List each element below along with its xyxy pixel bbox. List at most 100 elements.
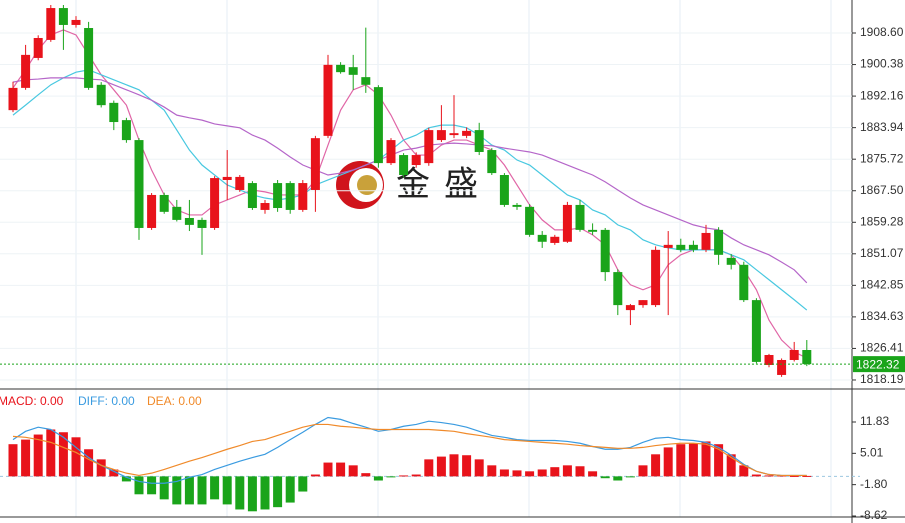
ma-line bbox=[12, 29, 808, 359]
candle-body bbox=[184, 217, 194, 225]
y-tick-label: 1883.94 bbox=[860, 120, 904, 134]
candle-body bbox=[172, 206, 182, 220]
macd-bar bbox=[512, 470, 522, 477]
last-price-label: 1822.32 bbox=[856, 357, 900, 371]
candle-body bbox=[235, 176, 245, 190]
y-tick-label: -1.80 bbox=[860, 477, 888, 491]
candle-body bbox=[638, 300, 648, 306]
candle-body bbox=[651, 249, 661, 306]
candle-body bbox=[663, 244, 673, 248]
macd-bar bbox=[285, 476, 295, 503]
macd-bar bbox=[588, 471, 598, 477]
candle-body bbox=[739, 264, 749, 301]
macd-bar bbox=[651, 454, 661, 477]
macd-bar bbox=[600, 476, 610, 479]
candle-body bbox=[789, 350, 799, 360]
candle-body bbox=[701, 232, 711, 250]
macd-bar bbox=[71, 437, 81, 477]
candle-body bbox=[260, 203, 270, 210]
macd-bar bbox=[134, 476, 144, 495]
macd-bar bbox=[260, 476, 270, 510]
candle-body bbox=[222, 176, 232, 180]
candle-body bbox=[386, 140, 396, 164]
macd-bar bbox=[449, 454, 459, 477]
macd-bar bbox=[323, 462, 333, 477]
macd-bar bbox=[499, 469, 509, 477]
macd-bar bbox=[121, 476, 131, 482]
candle-body bbox=[600, 229, 610, 273]
macd-bar bbox=[462, 455, 472, 477]
macd-bar bbox=[386, 476, 396, 478]
macd-bar bbox=[562, 465, 572, 477]
candle-body bbox=[575, 204, 585, 230]
macd-bar bbox=[109, 469, 119, 477]
candle-body bbox=[134, 140, 144, 228]
candle-body bbox=[348, 67, 358, 75]
macd-bar bbox=[147, 476, 157, 495]
candle-body bbox=[197, 219, 207, 228]
macd-bar bbox=[361, 473, 371, 477]
candle-body bbox=[436, 130, 446, 141]
macd-bar bbox=[525, 471, 535, 477]
macd-bar bbox=[172, 476, 182, 505]
candle-body bbox=[802, 350, 812, 365]
candle-body bbox=[159, 194, 169, 212]
legend-entry: DEA: 0.00 bbox=[147, 394, 202, 408]
watermark: 金盛 bbox=[396, 165, 492, 205]
y-tick-label: 1859.28 bbox=[860, 214, 904, 228]
candle-body bbox=[688, 244, 698, 250]
y-tick-label: 1875.72 bbox=[860, 151, 904, 165]
candle-body bbox=[424, 130, 434, 164]
macd-bar bbox=[46, 429, 56, 477]
macd-bar bbox=[159, 476, 169, 500]
ma-line bbox=[12, 77, 808, 284]
macd-bar bbox=[550, 467, 560, 477]
macd-bar bbox=[638, 465, 648, 477]
candle-body bbox=[588, 229, 598, 232]
y-tick-label: 1834.63 bbox=[860, 309, 904, 323]
y-tick-label: -8.62 bbox=[860, 508, 888, 522]
macd-bar bbox=[474, 459, 484, 477]
macd-bar bbox=[222, 476, 232, 505]
y-tick-label: 1842.85 bbox=[860, 278, 904, 292]
macd-bar bbox=[21, 439, 31, 477]
macd-bar bbox=[764, 475, 774, 477]
macd-bar bbox=[184, 476, 194, 505]
macd-bar bbox=[348, 465, 358, 477]
macd-bar bbox=[424, 459, 434, 477]
macd-bar bbox=[197, 476, 207, 505]
candle-body bbox=[449, 133, 459, 136]
candle-body bbox=[84, 28, 94, 88]
candle-body bbox=[33, 37, 43, 58]
y-tick-label: 5.01 bbox=[860, 446, 884, 460]
macd-bar bbox=[436, 456, 446, 477]
dea-line bbox=[12, 423, 807, 477]
y-tick-label: 1867.50 bbox=[860, 183, 904, 197]
candle-body bbox=[676, 244, 686, 250]
ma-line bbox=[12, 69, 808, 311]
macd-bar bbox=[373, 476, 383, 481]
legend-entry: DIFF: 0.00 bbox=[78, 394, 135, 408]
candle-body bbox=[58, 8, 68, 25]
candle-body bbox=[714, 229, 724, 255]
macd-bar bbox=[688, 443, 698, 477]
macd-bar bbox=[58, 432, 68, 477]
candle-body bbox=[525, 206, 535, 235]
candle-body bbox=[46, 8, 56, 40]
candle-body bbox=[285, 183, 295, 210]
candle-body bbox=[462, 130, 472, 136]
candle-body bbox=[273, 183, 283, 209]
candle-body bbox=[562, 204, 572, 242]
macd-bar bbox=[663, 447, 673, 477]
last-price-tag bbox=[853, 356, 905, 373]
candle-body bbox=[411, 155, 421, 166]
candle-body bbox=[764, 354, 774, 365]
candle-body bbox=[8, 87, 18, 111]
candle-body bbox=[96, 84, 106, 106]
y-tick-label: 1826.41 bbox=[860, 341, 904, 355]
candle-body bbox=[147, 194, 157, 228]
candle-body bbox=[109, 102, 119, 123]
macd-bar bbox=[789, 475, 799, 477]
